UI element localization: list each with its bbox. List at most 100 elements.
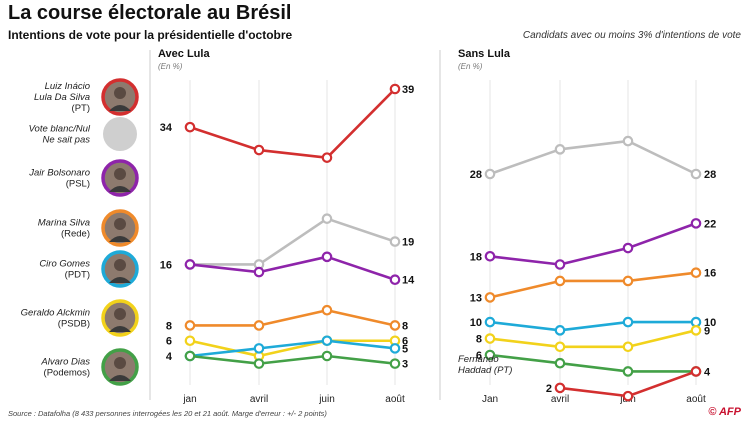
data-point-bolsonaro-3 (690, 218, 702, 229)
data-label-alckmin-3: 6 (402, 336, 408, 348)
data-point-bolsonaro-1 (554, 259, 566, 270)
data-point-ciro-gomes-2 (321, 335, 333, 347)
candidate-shoulders-icon (109, 326, 131, 332)
series-line-ciro-gomes (189, 339, 396, 358)
x-tick-0-3: août (385, 394, 405, 405)
data-label-ciro-gomes-0: 10 (470, 317, 482, 329)
candidate-shoulders-icon (109, 236, 131, 242)
series-line-alckmin (189, 339, 395, 358)
data-point-alckmin-3 (690, 325, 702, 336)
series-line-alckmin (489, 329, 697, 349)
data-point-lula-2 (321, 152, 333, 163)
data-label-alvaro-dias-0: 6 (476, 350, 482, 362)
x-tick-1-3: août (686, 394, 706, 405)
data-point-haddad-3 (690, 366, 702, 377)
candidate-label-silva: (Rede) (61, 229, 90, 240)
data-point-bolsonaro-0 (184, 259, 196, 270)
data-point-vote-blanc-nul-0 (484, 168, 496, 180)
candidate-shoulders-icon (109, 186, 131, 192)
threshold-note: Candidats avec ou moins 3% d'intentions … (522, 30, 741, 41)
source-note: Source : Datafolha (8 433 personnes inte… (8, 409, 327, 418)
data-point-lula-1 (253, 144, 265, 156)
candidate-label-alckmin: (PSDB) (58, 319, 90, 330)
data-label-haddad-1: 2 (546, 383, 552, 395)
data-label-marina-silva-0: 13 (470, 292, 482, 304)
data-point-vote-blanc-nul-2 (321, 213, 333, 224)
panel-unit-0: (En %) (158, 62, 183, 71)
data-label-vote-blanc-nul-0: 28 (470, 169, 482, 181)
data-point-bolsonaro-2 (622, 242, 634, 254)
data-point-lula-0 (184, 121, 196, 133)
x-tick-0-1: avril (250, 394, 268, 405)
candidate-shoulders-icon (109, 277, 131, 283)
candidate-label-dias: Alvaro Dias (40, 357, 90, 368)
x-tick-1-1: avril (551, 394, 569, 405)
data-point-lula-3 (389, 83, 401, 95)
data-label-bolsonaro-3: 22 (704, 218, 716, 230)
data-label-lula-0: 34 (160, 122, 173, 134)
series-line-vote-blanc-nul (190, 217, 396, 266)
series-line-marina-silva (190, 308, 396, 327)
candidate-label-gomes: (PDT) (65, 270, 90, 281)
candidate-label-lula: (PT) (72, 103, 90, 114)
data-point-marina-silva-0 (484, 292, 496, 303)
data-point-bolsonaro-0 (484, 250, 496, 262)
data-point-bolsonaro-1 (253, 266, 265, 278)
candidate-head-icon (114, 357, 126, 369)
data-point-marina-silva-2 (622, 275, 634, 287)
data-point-marina-silva-1 (253, 320, 265, 331)
data-point-bolsonaro-2 (321, 251, 333, 263)
data-point-ciro-gomes-2 (622, 316, 634, 328)
data-point-marina-silva-2 (321, 304, 333, 316)
data-label-ciro-gomes-3: 10 (704, 317, 716, 329)
candidate-label-lula: Luiz Inácio (45, 81, 90, 92)
series-line-alvaro-dias (489, 353, 696, 373)
data-point-alckmin-0 (484, 333, 496, 344)
data-point-ciro-gomes-3 (389, 343, 401, 354)
candidate-label-alckmin: Geraldo Alckmin (21, 308, 90, 319)
haddad-annotation: Haddad (PT) (458, 365, 512, 376)
data-point-marina-silva-1 (554, 275, 566, 287)
data-label-alvaro-dias-3: 4 (704, 366, 711, 378)
data-point-marina-silva-0 (184, 320, 196, 331)
data-point-alvaro-dias-1 (253, 358, 265, 369)
data-point-alckmin-2 (622, 341, 634, 353)
data-label-bolsonaro-0: 18 (470, 251, 482, 263)
data-point-alvaro-dias-0 (184, 350, 196, 362)
series-line-bolsonaro (489, 222, 697, 266)
candidate-label-gomes: Ciro Gomes (39, 259, 90, 270)
data-label-alvaro-dias-0: 4 (166, 351, 173, 363)
series-line-lula (189, 88, 396, 159)
candidate-photo-blanc (103, 117, 137, 151)
panel-unit-1: (En %) (458, 62, 483, 71)
candidate-label-blanc: Ne sait pas (42, 135, 90, 146)
afp-logo: © AFP (708, 406, 741, 418)
data-point-marina-silva-3 (690, 267, 702, 279)
data-point-vote-blanc-nul-3 (690, 168, 702, 180)
series-line-ciro-gomes (489, 320, 696, 332)
page-subtitle: Intentions de vote pour la présidentiell… (8, 28, 293, 42)
panel-title-1: Sans Lula (458, 48, 511, 60)
data-label-ciro-gomes-3: 5 (402, 343, 408, 355)
data-point-ciro-gomes-1 (554, 325, 566, 336)
candidate-label-blanc: Vote blanc/Nul (29, 124, 91, 135)
data-point-ciro-gomes-1 (253, 343, 265, 354)
candidate-head-icon (114, 259, 126, 271)
candidate-label-bolsonaro: (PSL) (66, 179, 90, 190)
candidate-head-icon (114, 308, 126, 320)
candidate-label-silva: Marina Silva (38, 218, 90, 229)
panel-title-0: Avec Lula (158, 48, 210, 60)
data-point-ciro-gomes-0 (484, 316, 496, 328)
data-label-alckmin-0: 8 (476, 334, 482, 346)
candidate-head-icon (114, 87, 126, 99)
data-point-bolsonaro-3 (389, 274, 401, 286)
data-label-vote-blanc-nul-3: 28 (704, 169, 716, 181)
page-title: La course électorale au Brésil (8, 2, 292, 24)
candidate-head-icon (114, 218, 126, 230)
data-label-bolsonaro-0: 16 (160, 259, 172, 271)
series-line-marina-silva (489, 271, 697, 299)
candidate-head-icon (114, 168, 126, 180)
candidate-label-lula: Lula Da Silva (34, 92, 90, 103)
data-point-haddad-2 (622, 390, 634, 402)
